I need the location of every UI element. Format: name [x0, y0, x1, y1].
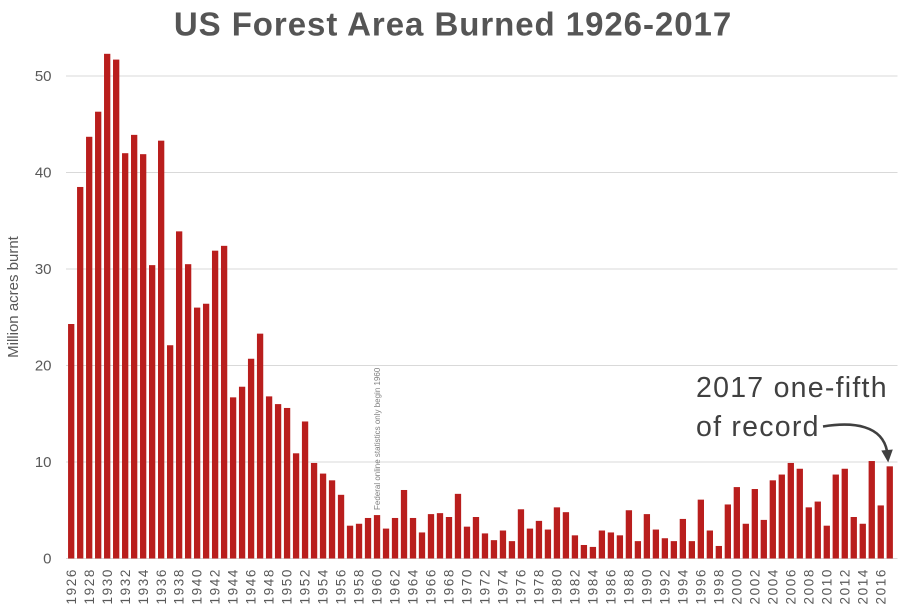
- svg-text:30: 30: [35, 261, 52, 278]
- svg-text:1952: 1952: [298, 568, 313, 604]
- svg-text:1932: 1932: [118, 568, 133, 604]
- svg-text:1988: 1988: [621, 568, 636, 604]
- svg-text:2017 one-fifth: 2017 one-fifth: [696, 372, 888, 404]
- svg-text:1946: 1946: [244, 568, 259, 604]
- svg-text:1966: 1966: [424, 568, 439, 604]
- svg-text:1998: 1998: [711, 568, 726, 604]
- svg-text:1950: 1950: [280, 568, 295, 604]
- svg-text:1948: 1948: [262, 568, 277, 604]
- svg-text:20: 20: [35, 358, 52, 375]
- svg-text:10: 10: [35, 454, 52, 471]
- svg-text:1958: 1958: [352, 568, 367, 604]
- svg-text:1960: 1960: [370, 568, 385, 604]
- svg-text:50: 50: [35, 68, 52, 85]
- svg-text:1972: 1972: [478, 568, 493, 604]
- svg-text:1942: 1942: [208, 568, 223, 604]
- svg-text:0: 0: [43, 551, 51, 568]
- svg-text:2010: 2010: [819, 568, 834, 604]
- svg-text:1992: 1992: [657, 568, 672, 604]
- svg-text:2016: 2016: [873, 568, 888, 604]
- svg-text:1944: 1944: [226, 568, 241, 604]
- svg-text:2000: 2000: [729, 568, 744, 604]
- svg-text:1956: 1956: [334, 568, 349, 604]
- svg-text:2002: 2002: [747, 568, 762, 604]
- svg-text:Million acres burnt: Million acres burnt: [5, 235, 22, 358]
- svg-text:2006: 2006: [783, 568, 798, 604]
- svg-text:1978: 1978: [532, 568, 547, 604]
- svg-text:40: 40: [35, 165, 52, 182]
- svg-text:1934: 1934: [136, 568, 151, 604]
- svg-text:Federal online statistics only: Federal online statistics only begin 196…: [373, 367, 382, 510]
- svg-text:1930: 1930: [100, 568, 115, 604]
- svg-text:2014: 2014: [855, 568, 870, 604]
- svg-text:1954: 1954: [316, 568, 331, 604]
- svg-text:1974: 1974: [496, 568, 511, 604]
- svg-text:1994: 1994: [675, 568, 690, 604]
- svg-text:1990: 1990: [639, 568, 654, 604]
- svg-text:1996: 1996: [693, 568, 708, 604]
- svg-text:of record: of record: [696, 411, 820, 443]
- svg-text:1982: 1982: [568, 568, 583, 604]
- svg-text:1964: 1964: [406, 568, 421, 604]
- svg-text:1980: 1980: [550, 568, 565, 604]
- svg-text:2008: 2008: [801, 568, 816, 604]
- svg-text:1976: 1976: [514, 568, 529, 604]
- svg-text:1936: 1936: [154, 568, 169, 604]
- svg-text:1970: 1970: [460, 568, 475, 604]
- svg-text:1962: 1962: [388, 568, 403, 604]
- svg-text:1968: 1968: [442, 568, 457, 604]
- svg-text:US Forest Area Burned 1926-201: US Forest Area Burned 1926-2017: [174, 6, 732, 43]
- svg-text:1928: 1928: [82, 568, 97, 604]
- svg-text:1984: 1984: [586, 568, 601, 604]
- svg-text:2004: 2004: [765, 568, 780, 604]
- svg-text:2012: 2012: [837, 568, 852, 604]
- svg-text:1986: 1986: [604, 568, 619, 604]
- svg-text:1938: 1938: [172, 568, 187, 604]
- svg-text:1940: 1940: [190, 568, 205, 604]
- svg-text:1926: 1926: [64, 568, 79, 604]
